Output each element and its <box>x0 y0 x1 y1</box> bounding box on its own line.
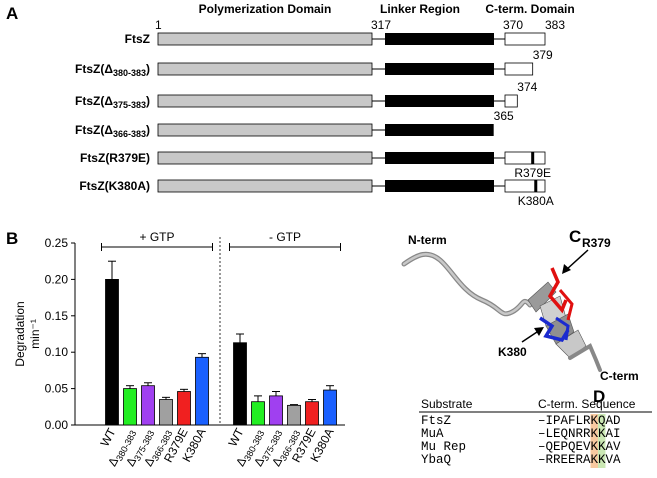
residue-k380 <box>555 316 570 341</box>
domain-header: Polymerization Domain <box>199 2 332 16</box>
polymerization-domain <box>157 32 373 46</box>
residue-number: 370 <box>503 18 523 32</box>
residue-number: 383 <box>545 18 565 32</box>
construct-label: FtsZ(R379E) <box>80 151 150 165</box>
structure-label: N-term <box>408 233 447 247</box>
linker-region <box>385 63 494 75</box>
construct-label: FtsZ(Δ375-383) <box>75 94 150 110</box>
y-tick-label: 0.25 <box>45 236 69 250</box>
polymerization-domain <box>157 62 373 76</box>
construct-label: FtsZ(Δ366-383) <box>75 123 150 139</box>
construct-label: FtsZ(Δ380-383) <box>75 62 150 78</box>
residue-number: 379 <box>533 48 553 62</box>
residue-number: 317 <box>371 18 391 32</box>
linker-region <box>385 33 494 45</box>
residue-number: 365 <box>494 109 514 123</box>
panel-letter: A <box>6 4 18 23</box>
y-axis-label: Degradation <box>13 301 27 366</box>
y-tick-label: 0.15 <box>45 309 69 323</box>
bar <box>251 401 265 426</box>
y-tick-label: 0.00 <box>45 418 69 432</box>
bar <box>323 389 337 426</box>
cterm-domain <box>504 32 546 46</box>
residue-number: 374 <box>517 80 537 94</box>
y-tick-label: 0.10 <box>45 345 69 359</box>
substrate: YbaQ <box>421 453 451 467</box>
mutation-stripe <box>531 152 535 164</box>
cterm-domain <box>504 94 518 108</box>
group-label: - GTP <box>269 230 301 244</box>
bar <box>305 401 319 426</box>
linker-region <box>385 152 494 164</box>
sequence: –RREERAKKVA <box>538 453 621 467</box>
substrate: Mu Rep <box>421 440 466 454</box>
helix-turn <box>527 281 557 313</box>
table-header: Substrate <box>421 397 473 411</box>
linker-region <box>385 180 494 192</box>
y-axis-label: min⁻¹ <box>28 319 42 349</box>
highlight-green <box>598 414 606 468</box>
bar <box>105 278 119 426</box>
substrate: FtsZ <box>421 414 452 428</box>
polymerization-domain <box>157 179 373 193</box>
panel-letter: B <box>6 229 18 248</box>
bar <box>233 342 247 426</box>
arrow <box>565 249 589 271</box>
structure-label: C-term <box>600 369 639 383</box>
structure-label: K380 <box>498 345 527 359</box>
protein-structure <box>401 249 602 372</box>
arrowhead <box>534 327 544 336</box>
polymerization-domain <box>157 123 373 137</box>
arrowhead <box>562 264 571 274</box>
cterm-domain <box>504 151 546 165</box>
table-header: C-term. Sequence <box>538 397 636 411</box>
mutation-label: R379E <box>514 166 551 180</box>
bar <box>195 356 209 426</box>
residue-k380 <box>539 316 570 343</box>
bar <box>141 385 155 426</box>
construct-label: FtsZ(K380A) <box>79 179 150 193</box>
domain-header: Linker Region <box>380 2 460 16</box>
residue-r379 <box>547 267 568 314</box>
cterm-domain <box>504 62 534 76</box>
y-tick-label: 0.20 <box>45 272 69 286</box>
x-tick-label: WT <box>98 425 119 449</box>
structure-label: R379 <box>582 236 611 250</box>
bar <box>159 399 173 426</box>
highlight-orange <box>590 414 598 468</box>
sequence: –LEQNRRKKAI <box>538 427 621 441</box>
bar <box>269 395 283 426</box>
construct-label: FtsZ <box>125 32 150 46</box>
x-tick-label: WT <box>226 425 247 449</box>
bar <box>123 388 137 426</box>
mutation-label: K380A <box>518 194 554 208</box>
group-label: + GTP <box>139 230 174 244</box>
linker-region <box>385 124 494 136</box>
linker-region <box>385 95 494 107</box>
y-tick-label: 0.05 <box>45 382 69 396</box>
bar <box>177 391 191 426</box>
panel-letter: C <box>569 227 581 246</box>
residue-r379 <box>558 289 574 321</box>
coil <box>568 343 602 372</box>
substrate: MuA <box>421 427 444 441</box>
mutation-stripe <box>534 180 538 192</box>
sequence: –QEPQEVKKAV <box>538 440 621 454</box>
sequence: –IPAFLRKQAD <box>538 414 621 428</box>
bar <box>287 404 301 426</box>
polymerization-domain <box>157 94 373 108</box>
residue-number: 1 <box>155 18 162 32</box>
cterm-domain <box>504 179 546 193</box>
polymerization-domain <box>157 151 373 165</box>
domain-header: C-term. Domain <box>485 2 574 16</box>
coil <box>401 251 533 317</box>
coil-highlight <box>402 252 532 316</box>
panel-letter: D <box>593 387 605 406</box>
